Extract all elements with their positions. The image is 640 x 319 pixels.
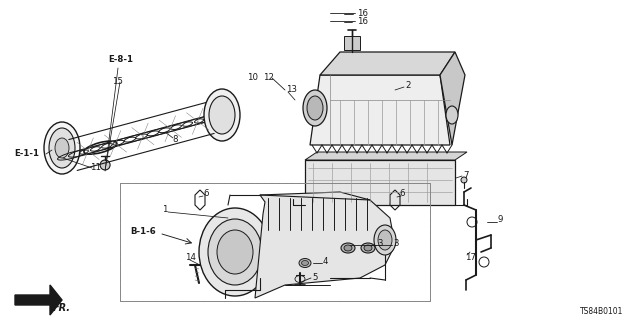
Ellipse shape — [446, 106, 458, 124]
Text: 13: 13 — [286, 85, 297, 94]
Ellipse shape — [374, 225, 396, 255]
Text: TS84B0101: TS84B0101 — [580, 308, 623, 316]
Ellipse shape — [378, 230, 392, 250]
Ellipse shape — [44, 122, 80, 174]
Text: 5: 5 — [312, 272, 317, 281]
Ellipse shape — [217, 230, 253, 274]
Ellipse shape — [199, 208, 271, 296]
Text: 6: 6 — [399, 189, 404, 197]
Ellipse shape — [49, 128, 75, 168]
Polygon shape — [440, 52, 465, 145]
Ellipse shape — [307, 96, 323, 120]
Text: 16: 16 — [357, 17, 368, 26]
FancyBboxPatch shape — [344, 36, 360, 50]
Text: 1: 1 — [162, 205, 168, 214]
Text: 16: 16 — [357, 9, 368, 18]
Text: B-1-6: B-1-6 — [130, 227, 156, 236]
Text: 8: 8 — [172, 136, 178, 145]
Ellipse shape — [344, 245, 352, 251]
Ellipse shape — [364, 245, 372, 251]
Polygon shape — [255, 192, 395, 298]
Ellipse shape — [204, 89, 240, 141]
Text: 12: 12 — [263, 73, 274, 83]
Text: FR.: FR. — [53, 303, 71, 313]
Text: 9: 9 — [498, 216, 504, 225]
Text: 6: 6 — [203, 189, 209, 197]
Text: 15: 15 — [112, 78, 123, 86]
Text: 10: 10 — [247, 73, 258, 83]
Text: 3: 3 — [393, 239, 399, 248]
Text: E-8-1: E-8-1 — [108, 56, 133, 64]
Ellipse shape — [301, 261, 308, 265]
Text: E-1-1: E-1-1 — [14, 150, 39, 159]
Polygon shape — [310, 75, 450, 145]
Text: 2: 2 — [405, 80, 410, 90]
Text: 3: 3 — [377, 239, 383, 248]
Ellipse shape — [303, 90, 327, 126]
Text: 14: 14 — [185, 254, 196, 263]
Ellipse shape — [361, 243, 375, 253]
Circle shape — [461, 177, 467, 183]
Ellipse shape — [299, 258, 311, 268]
Text: 7: 7 — [463, 170, 468, 180]
Polygon shape — [15, 285, 62, 315]
FancyBboxPatch shape — [305, 160, 455, 205]
Text: 11: 11 — [90, 164, 101, 173]
Text: 17: 17 — [465, 253, 476, 262]
Ellipse shape — [209, 96, 235, 134]
Polygon shape — [305, 152, 467, 160]
Polygon shape — [320, 52, 455, 75]
Ellipse shape — [208, 219, 262, 285]
Ellipse shape — [341, 243, 355, 253]
Ellipse shape — [55, 138, 69, 158]
Text: 4: 4 — [323, 257, 328, 266]
Circle shape — [100, 160, 110, 170]
